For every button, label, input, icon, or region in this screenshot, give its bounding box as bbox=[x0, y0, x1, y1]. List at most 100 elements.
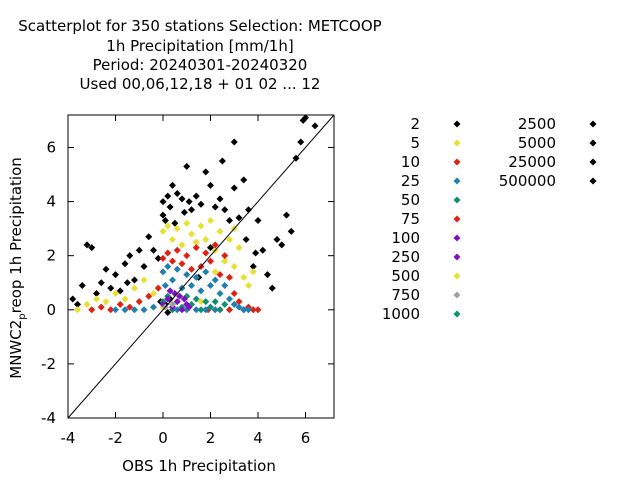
legend-label: 10 bbox=[401, 153, 420, 171]
data-point-2 bbox=[161, 217, 169, 225]
legend: 2510255075100250500750100025005000250005… bbox=[382, 115, 597, 323]
data-point-10 bbox=[183, 252, 191, 260]
data-point-10 bbox=[249, 306, 257, 314]
data-point-2 bbox=[145, 233, 153, 241]
data-point-2 bbox=[249, 263, 257, 270]
data-point-10 bbox=[154, 284, 162, 292]
legend-entry-25000: 25000 bbox=[508, 153, 597, 171]
legend-entry-250: 250 bbox=[391, 248, 461, 266]
data-point-5 bbox=[240, 273, 248, 281]
data-point-25 bbox=[131, 306, 138, 314]
legend-label: 5 bbox=[410, 134, 420, 152]
legend-label: 1000 bbox=[382, 305, 420, 323]
y-tick-label: 0 bbox=[46, 301, 56, 319]
data-point-25 bbox=[164, 263, 172, 270]
data-point-2 bbox=[135, 246, 143, 254]
legend-marker bbox=[453, 139, 461, 147]
data-point-5 bbox=[245, 281, 252, 289]
data-point-2 bbox=[278, 241, 286, 249]
legend-entry-2500: 2500 bbox=[518, 115, 597, 133]
legend-label: 75 bbox=[401, 210, 420, 228]
data-point-5 bbox=[102, 298, 110, 306]
legend-entry-25: 25 bbox=[401, 172, 461, 190]
data-point-2 bbox=[164, 192, 172, 200]
data-point-5 bbox=[93, 295, 100, 303]
data-point-2 bbox=[268, 284, 276, 292]
data-point-25 bbox=[226, 295, 233, 303]
data-point-2 bbox=[69, 295, 77, 303]
data-point-2 bbox=[164, 308, 172, 316]
data-point-2 bbox=[123, 279, 131, 287]
data-point-100 bbox=[176, 292, 184, 300]
data-point-10 bbox=[230, 290, 238, 298]
data-point-5 bbox=[188, 230, 195, 238]
data-point-5 bbox=[112, 290, 119, 298]
data-point-10 bbox=[97, 303, 105, 311]
plot-area bbox=[67, 114, 335, 419]
data-point-5 bbox=[159, 227, 167, 235]
data-point-2 bbox=[287, 227, 295, 235]
data-point-2 bbox=[207, 244, 214, 252]
data-point-2 bbox=[78, 281, 86, 289]
title-line-4: Used 00,06,12,18 + 01 02 ... 12 bbox=[80, 75, 321, 93]
data-point-25 bbox=[211, 276, 219, 284]
data-point-2 bbox=[112, 271, 119, 279]
data-point-2 bbox=[221, 206, 229, 214]
data-point-25 bbox=[240, 306, 248, 314]
legend-label: 2 bbox=[410, 115, 420, 133]
data-point-25 bbox=[112, 306, 119, 314]
data-point-25 bbox=[211, 306, 219, 314]
data-point-50 bbox=[221, 300, 229, 308]
data-point-2 bbox=[297, 138, 305, 146]
data-point-5 bbox=[221, 257, 229, 265]
data-point-10 bbox=[254, 306, 262, 314]
data-point-2 bbox=[311, 122, 319, 130]
legend-marker bbox=[589, 139, 597, 147]
one-to-one-line bbox=[67, 114, 335, 419]
y-tick-label: 2 bbox=[46, 247, 56, 265]
data-point-2 bbox=[273, 235, 281, 243]
data-point-100 bbox=[166, 287, 174, 295]
data-point-5 bbox=[169, 235, 176, 243]
data-point-5 bbox=[230, 263, 238, 270]
legend-entry-75: 75 bbox=[401, 210, 461, 228]
data-point-25 bbox=[216, 290, 224, 298]
data-point-2 bbox=[197, 200, 205, 208]
legend-marker bbox=[589, 177, 597, 185]
data-point-25 bbox=[235, 303, 243, 311]
data-point-5 bbox=[197, 298, 205, 306]
data-point-750 bbox=[169, 300, 176, 308]
data-point-25 bbox=[197, 287, 205, 295]
data-point-10 bbox=[173, 246, 181, 254]
data-point-2 bbox=[107, 284, 115, 292]
data-point-2 bbox=[183, 162, 191, 170]
legend-marker bbox=[453, 177, 461, 185]
data-point-2 bbox=[254, 217, 262, 225]
data-point-2 bbox=[131, 276, 138, 284]
legend-marker bbox=[453, 215, 461, 223]
data-point-5 bbox=[121, 295, 129, 303]
data-point-10 bbox=[145, 292, 153, 300]
data-point-25 bbox=[183, 271, 191, 279]
legend-entry-500: 500 bbox=[391, 267, 461, 285]
data-point-2 bbox=[207, 181, 214, 189]
legend-label: 100 bbox=[391, 229, 420, 247]
legend-marker bbox=[453, 310, 461, 318]
data-point-2 bbox=[166, 203, 174, 211]
data-point-2 bbox=[159, 211, 167, 219]
data-point-10 bbox=[235, 298, 243, 306]
legend-entry-500000: 500000 bbox=[499, 172, 597, 190]
data-point-10 bbox=[226, 306, 233, 314]
data-point-5 bbox=[192, 238, 200, 246]
data-point-25 bbox=[245, 306, 252, 314]
data-point-25 bbox=[192, 273, 200, 281]
data-point-2 bbox=[150, 246, 157, 254]
data-point-5 bbox=[207, 217, 214, 225]
data-point-2 bbox=[230, 184, 238, 192]
x-tick-label: 0 bbox=[158, 429, 168, 447]
data-point-2 bbox=[171, 219, 179, 227]
data-point-2 bbox=[252, 249, 260, 257]
data-point-10 bbox=[178, 260, 186, 268]
title-line-3: Period: 20240301-20240320 bbox=[93, 56, 308, 74]
